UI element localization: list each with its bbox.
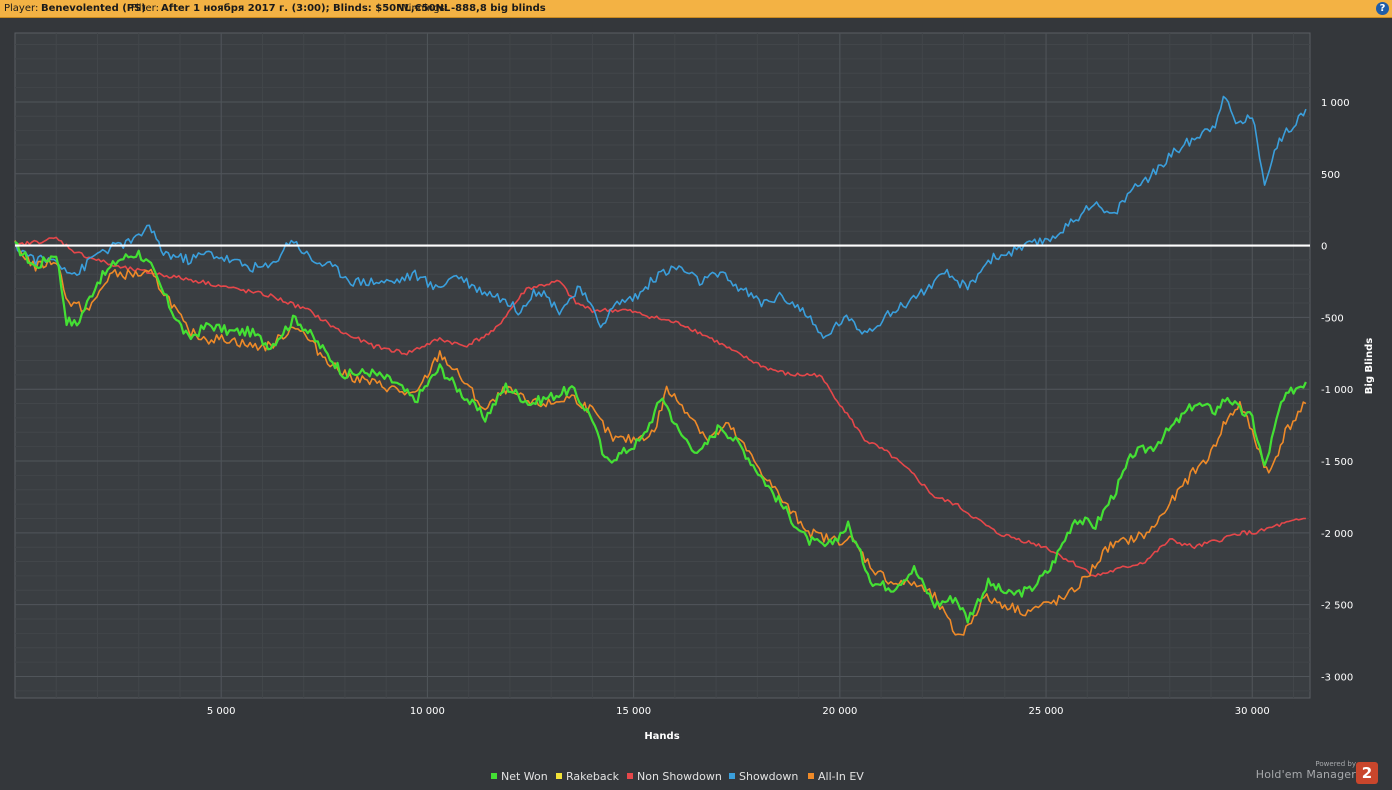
legend-item-all-in-ev[interactable]: All-In EV — [808, 770, 864, 783]
x-tick-label: 30 000 — [1235, 706, 1270, 717]
legend-item-rakeback[interactable]: Rakeback — [556, 770, 619, 783]
product-name: Hold'em Manager — [1255, 768, 1356, 781]
y-tick-label: 500 — [1321, 170, 1340, 181]
y-tick-label: -1 500 — [1321, 457, 1353, 468]
y-tick-label: -2 000 — [1321, 529, 1353, 540]
hm2-branding: Powered by Hold'em Manager — [1256, 760, 1356, 781]
x-tick-label: 20 000 — [822, 706, 857, 717]
grid-lines — [15, 33, 1310, 698]
y-tick-label: -500 — [1321, 313, 1344, 324]
series-line-showdown[interactable] — [14, 95, 1307, 340]
legend-swatch — [808, 773, 814, 779]
legend-item-net-won[interactable]: Net Won — [491, 770, 548, 783]
player-value[interactable]: Benevolented (PS) — [41, 3, 146, 14]
legend-label: Net Won — [501, 770, 548, 783]
y-axis-label: Big Blinds — [1364, 338, 1375, 394]
plot-area — [14, 32, 1311, 699]
y-axis-ticks: 1 000 500 0 -500 -1 000 -1 500 -2 000 -2 500 -3 … — [1321, 98, 1353, 684]
legend-label: Non Showdown — [637, 770, 722, 783]
hm2-logo-icon: 2 — [1356, 762, 1378, 784]
filter-label: Filter: — [131, 3, 159, 14]
legend-item-showdown[interactable]: Showdown — [729, 770, 798, 783]
y-tick-label: 0 — [1321, 242, 1327, 253]
chart-legend: Net Won Rakeback Non Showdown Showdown A… — [0, 770, 1392, 784]
x-tick-label: 25 000 — [1029, 706, 1064, 717]
x-axis-ticks: 5 000 10 000 15 000 20 000 25 000 30 000 — [207, 706, 1270, 717]
series-line-net-won[interactable] — [14, 240, 1307, 624]
x-tick-label: 10 000 — [410, 706, 445, 717]
y-tick-label: -2 500 — [1321, 601, 1353, 612]
winnings-label: Winnings: — [399, 3, 449, 14]
player-label: Player: — [4, 3, 39, 14]
legend-item-non-showdown[interactable]: Non Showdown — [627, 770, 722, 783]
legend-swatch — [491, 773, 497, 779]
legend-swatch — [556, 773, 562, 779]
series-line-all-in-ev[interactable] — [14, 240, 1307, 636]
winnings-value: -888,8 big blinds — [451, 3, 546, 14]
filter-value[interactable]: After 1 ноября 2017 г. (3:00); Blinds: $… — [161, 3, 451, 14]
y-tick-label: -3 000 — [1321, 672, 1353, 683]
y-tick-label: -1 000 — [1321, 385, 1353, 396]
legend-label: Showdown — [739, 770, 799, 783]
filter-header-bar: Player: Benevolented (PS) Filter: After … — [0, 0, 1392, 18]
legend-swatch — [729, 773, 735, 779]
x-tick-label: 5 000 — [207, 706, 236, 717]
legend-label: All-In EV — [818, 770, 864, 783]
powered-by-text: Powered by — [1315, 760, 1356, 768]
y-tick-label: 1 000 — [1321, 98, 1350, 109]
legend-swatch — [627, 773, 633, 779]
legend-label: Rakeback — [566, 770, 620, 783]
help-icon[interactable]: ? — [1376, 2, 1389, 15]
winnings-graph[interactable]: 1 000 500 0 -500 -1 000 -1 500 -2 000 -2 500 -3 … — [0, 18, 1392, 770]
x-tick-label: 15 000 — [616, 706, 651, 717]
x-axis-label: Hands — [644, 731, 679, 742]
series-line-non-showdown[interactable] — [14, 236, 1306, 578]
